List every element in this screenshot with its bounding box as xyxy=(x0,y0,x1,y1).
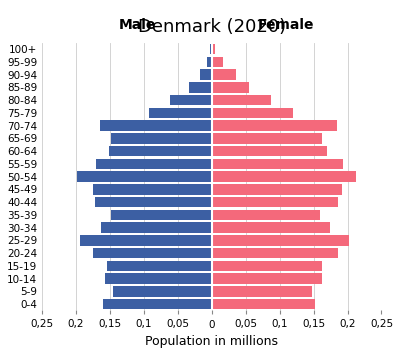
Bar xyxy=(212,120,337,131)
Bar xyxy=(95,197,212,207)
Text: Female: Female xyxy=(258,18,315,32)
Bar xyxy=(212,286,312,296)
Bar xyxy=(212,108,293,118)
Text: Male: Male xyxy=(118,18,156,32)
Bar xyxy=(212,184,342,195)
Bar xyxy=(77,171,212,182)
Bar xyxy=(149,108,212,118)
Bar xyxy=(212,171,356,182)
Bar xyxy=(212,261,322,271)
Bar xyxy=(212,197,338,207)
Bar xyxy=(212,235,349,246)
Bar xyxy=(212,209,320,220)
Bar xyxy=(106,261,212,271)
Bar xyxy=(111,133,212,143)
Bar xyxy=(200,69,212,80)
Bar xyxy=(101,222,212,233)
Bar xyxy=(212,159,344,169)
Bar xyxy=(212,146,327,156)
Bar xyxy=(111,209,212,220)
Bar xyxy=(93,184,212,195)
Bar xyxy=(104,273,212,284)
Bar xyxy=(108,146,212,156)
X-axis label: Population in millions: Population in millions xyxy=(145,335,278,348)
Bar xyxy=(170,95,212,105)
Bar xyxy=(212,56,223,67)
Bar xyxy=(212,82,249,93)
Bar xyxy=(210,44,212,54)
Title: Denmark (2020): Denmark (2020) xyxy=(138,18,286,36)
Bar xyxy=(103,299,212,309)
Bar xyxy=(113,286,212,296)
Bar xyxy=(212,222,330,233)
Bar xyxy=(189,82,212,93)
Bar xyxy=(93,248,212,258)
Bar xyxy=(212,44,215,54)
Bar xyxy=(212,69,236,80)
Bar xyxy=(212,248,338,258)
Bar xyxy=(80,235,212,246)
Bar xyxy=(96,159,212,169)
Bar xyxy=(212,133,322,143)
Bar xyxy=(212,95,271,105)
Bar xyxy=(212,299,315,309)
Bar xyxy=(100,120,212,131)
Bar xyxy=(207,56,212,67)
Bar xyxy=(212,273,322,284)
